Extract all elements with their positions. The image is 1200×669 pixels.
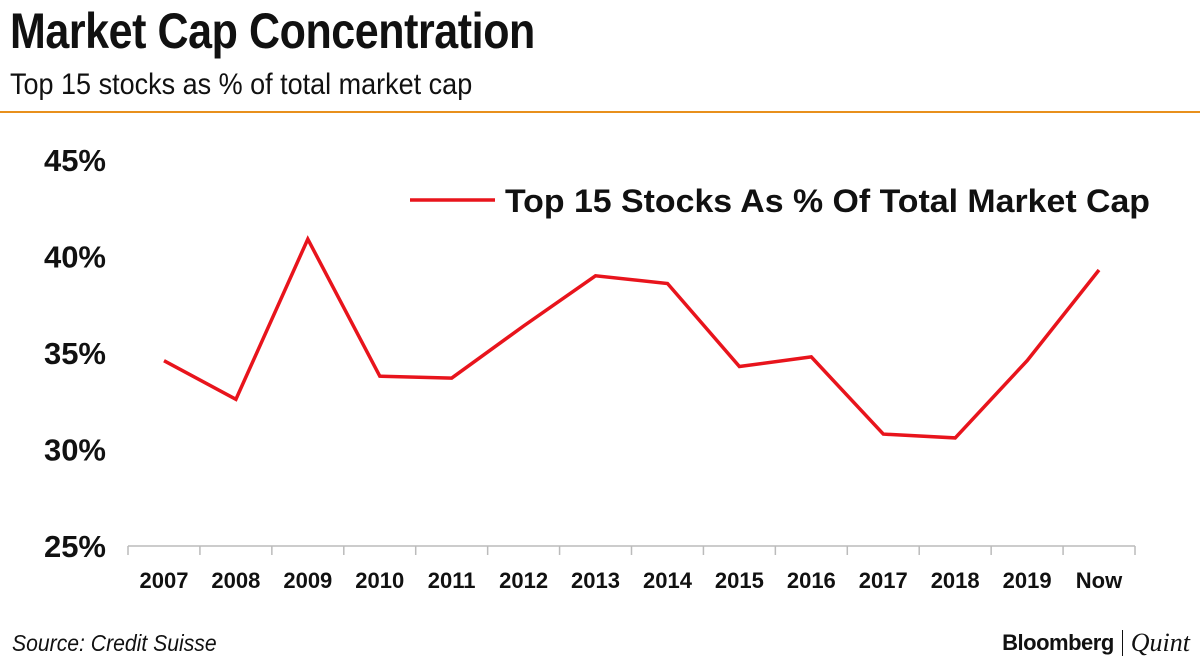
y-tick-label: 45% — [44, 143, 106, 178]
series-group — [163, 235, 1101, 440]
x-tick-label: 2013 — [571, 568, 620, 593]
x-tick-label: 2012 — [499, 568, 548, 593]
brand-divider — [1121, 630, 1123, 656]
x-tick-label: 2011 — [428, 568, 476, 593]
y-tick-label: 25% — [44, 529, 106, 564]
y-tick-label: 40% — [44, 240, 106, 275]
x-tick-label: 2015 — [715, 568, 764, 593]
x-tick-label: 2008 — [211, 568, 260, 593]
x-tick-label: 2019 — [1003, 568, 1052, 593]
x-tick-label: 2018 — [931, 568, 980, 593]
legend: Top 15 Stocks As % Of Total Market Cap — [410, 183, 1150, 219]
brand-logo: Bloomberg Quint — [1002, 628, 1190, 658]
chart-title: Market Cap Concentration — [10, 3, 535, 59]
x-tick-label: 2014 — [643, 568, 693, 593]
legend-label: Top 15 Stocks As % Of Total Market Cap — [505, 183, 1150, 219]
x-tick-label: 2016 — [787, 568, 836, 593]
x-axis-labels: 2007 2008 2009 2010 2011 2012 2013 2014 2015 2016… — [139, 568, 1123, 593]
x-axis-ticks — [127, 546, 1136, 555]
header-rule — [0, 111, 1200, 113]
brand-name: Bloomberg — [1002, 630, 1114, 655]
x-tick-label: 2009 — [283, 568, 332, 593]
series-line — [163, 235, 1101, 440]
y-tick-label: 30% — [44, 433, 106, 468]
x-tick-label: 2017 — [859, 568, 908, 593]
chart-subtitle: Top 15 stocks as % of total market cap — [10, 68, 473, 101]
source-note: Source: Credit Suisse — [12, 630, 217, 656]
x-tick-label: 2010 — [355, 568, 404, 593]
x-tick-label: 2007 — [139, 568, 188, 593]
brand-subname: Quint — [1130, 628, 1190, 657]
x-tick-label: Now — [1076, 568, 1123, 593]
y-axis-labels: 45% 40% 35% 30% 25% — [44, 143, 106, 564]
y-tick-label: 35% — [44, 336, 106, 371]
